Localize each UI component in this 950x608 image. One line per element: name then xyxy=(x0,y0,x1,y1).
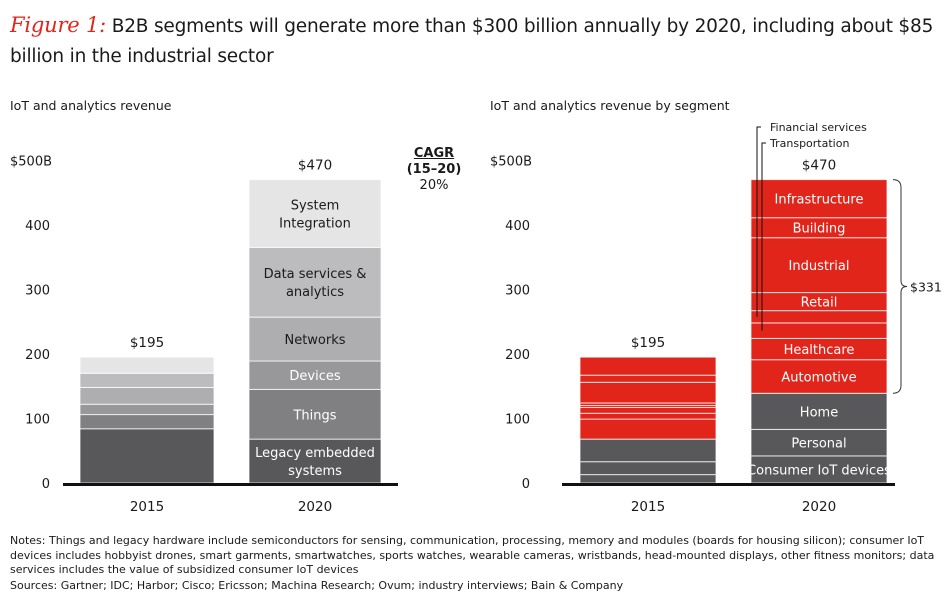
y-tick-label: $500B xyxy=(490,154,532,169)
y-tick-label: 400 xyxy=(25,219,50,234)
cagr-period: (15–20) xyxy=(406,162,462,177)
segment-label: Industrial xyxy=(789,259,850,274)
x-category-label: 2015 xyxy=(130,499,164,515)
bar-segment xyxy=(750,392,888,430)
bar-segment xyxy=(579,356,717,376)
y-tick-label: 400 xyxy=(505,219,530,234)
segment-label: Networks xyxy=(284,333,345,348)
segment-label-line: System xyxy=(291,199,339,214)
bar-segment xyxy=(79,386,215,405)
y-tick-label: $500B xyxy=(10,154,52,169)
bar-segment xyxy=(248,246,382,318)
segment-label: Things xyxy=(292,408,336,423)
bar-segment xyxy=(79,372,215,388)
right-chart-subtitle: IoT and analytics revenue by segment xyxy=(490,98,730,113)
segment-label-line: systems xyxy=(288,464,342,479)
segment-label: Data services & analytics xyxy=(264,267,367,300)
y-tick-label: 0 xyxy=(522,477,530,492)
y-tick-label: 100 xyxy=(505,412,530,427)
bar-segment xyxy=(579,381,717,404)
callout-label: Transportation xyxy=(769,137,849,150)
segment-label: Personal xyxy=(791,437,846,452)
cagr-value: 20% xyxy=(419,178,449,193)
bar-segment xyxy=(750,310,888,324)
segment-label: Legacy embedded systems xyxy=(255,446,375,479)
bar-segment xyxy=(79,403,215,416)
bar-segment xyxy=(79,414,215,430)
bar-segment xyxy=(750,237,888,294)
bracket-label: $331 xyxy=(910,279,942,294)
bar-segment xyxy=(248,438,382,484)
bar-total-label: $470 xyxy=(802,158,836,174)
segment-label-line: analytics xyxy=(286,285,344,300)
bar-segment xyxy=(579,461,717,476)
y-tick-label: 200 xyxy=(25,348,50,363)
segment-label: Consumer IoT devices xyxy=(747,463,891,478)
segment-label: Infrastructure xyxy=(775,193,864,208)
bar-total-label: $195 xyxy=(631,335,665,351)
segment-label: Building xyxy=(793,222,846,237)
sources-text: Sources: Gartner; IDC; Harbor; Cisco; Er… xyxy=(10,578,624,592)
notes-text: Notes: Things and legacy hardware includ… xyxy=(10,534,935,576)
bar-segment xyxy=(579,374,717,383)
cagr-label: CAGR xyxy=(413,146,455,161)
left-chart-subtitle: IoT and analytics revenue xyxy=(10,98,172,113)
bar-segment xyxy=(248,179,382,248)
bar-segment xyxy=(579,412,717,420)
segment-label-line: Legacy embedded xyxy=(255,446,375,461)
y-tick-label: 200 xyxy=(505,348,530,363)
bar-segment xyxy=(750,359,888,394)
bar-segment xyxy=(79,356,215,374)
bar-segment xyxy=(579,474,717,484)
callout-leader-line xyxy=(761,142,766,331)
bar-segment xyxy=(579,418,717,440)
bar-segment xyxy=(579,406,717,414)
bar-segment xyxy=(750,179,888,219)
segment-label: Healthcare xyxy=(784,343,855,358)
y-tick-label: 300 xyxy=(25,283,50,298)
segment-label: Devices xyxy=(289,369,340,384)
bar-segment xyxy=(750,455,888,484)
cagr-block: CAGR (15–20) 20% xyxy=(404,146,464,194)
segment-label-line: Integration xyxy=(279,217,351,232)
callout-label: Financial services xyxy=(770,121,867,134)
bracket-b2b xyxy=(892,179,908,394)
segment-label: Home xyxy=(800,405,838,420)
bar-total-label: $195 xyxy=(130,335,164,351)
segment-label: Automotive xyxy=(781,370,856,385)
segment-label: System Integration xyxy=(279,199,351,232)
x-category-label: 2015 xyxy=(631,499,665,515)
segment-label-line: Data services & xyxy=(264,267,367,282)
y-tick-label: 300 xyxy=(505,283,530,298)
segment-label: Retail xyxy=(801,296,838,311)
figure-label: Figure 1: xyxy=(10,13,107,37)
figure-title: Figure 1: B2B segments will generate mor… xyxy=(10,10,945,72)
y-tick-label: 0 xyxy=(42,477,50,492)
bar-segment xyxy=(79,428,215,484)
figure-title-text: B2B segments will generate more than $30… xyxy=(10,16,934,67)
bar-segment xyxy=(750,322,888,339)
x-category-label: 2020 xyxy=(802,499,836,515)
callout-leader-line xyxy=(756,126,761,317)
bar-total-label: $470 xyxy=(298,158,332,174)
bar-segment xyxy=(579,438,717,463)
x-category-label: 2020 xyxy=(298,499,332,515)
y-tick-label: 100 xyxy=(25,412,50,427)
bar-segment xyxy=(248,316,382,362)
notes-block: Notes: Things and legacy hardware includ… xyxy=(10,534,945,593)
